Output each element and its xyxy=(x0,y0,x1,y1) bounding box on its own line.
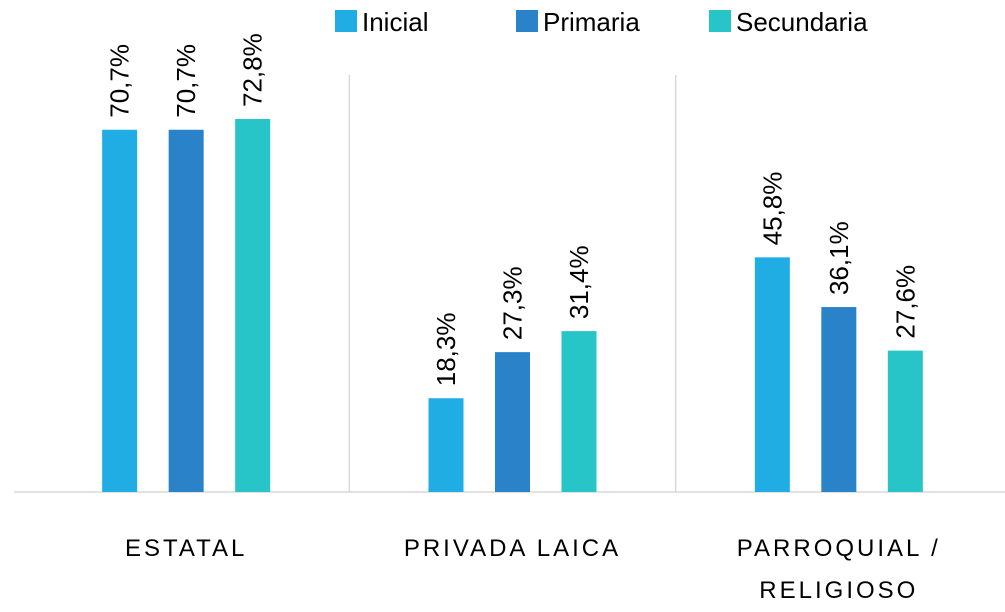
value-label: 27,3% xyxy=(498,266,528,340)
bar xyxy=(495,352,530,492)
category-label: PRIVADA LAICA xyxy=(403,535,622,562)
value-label: 18,3% xyxy=(431,313,461,387)
value-label: 70,7% xyxy=(105,44,135,118)
bar xyxy=(821,307,857,492)
legend-label: Secundaria xyxy=(736,7,868,37)
bar xyxy=(754,257,790,492)
legend-swatch xyxy=(335,10,357,32)
value-label: 45,8% xyxy=(757,172,787,246)
legend-swatch xyxy=(516,10,538,32)
category-label: ESTATAL xyxy=(124,535,248,562)
value-label: 27,6% xyxy=(890,265,920,339)
legend-swatch xyxy=(709,10,731,32)
category-label: PARROQUIAL / RELIGIOSO xyxy=(736,535,941,604)
bar xyxy=(428,398,464,492)
value-label: 31,4% xyxy=(564,245,594,319)
value-label: 72,8% xyxy=(238,33,268,107)
bar xyxy=(561,331,597,492)
value-label: 36,1% xyxy=(824,221,854,295)
legend-label: Inicial xyxy=(362,7,428,37)
legend-label: Primaria xyxy=(543,7,640,37)
bar xyxy=(887,350,923,492)
bar xyxy=(102,129,138,492)
value-label: 70,7% xyxy=(171,44,201,118)
bar xyxy=(168,129,204,492)
bar xyxy=(235,119,271,492)
